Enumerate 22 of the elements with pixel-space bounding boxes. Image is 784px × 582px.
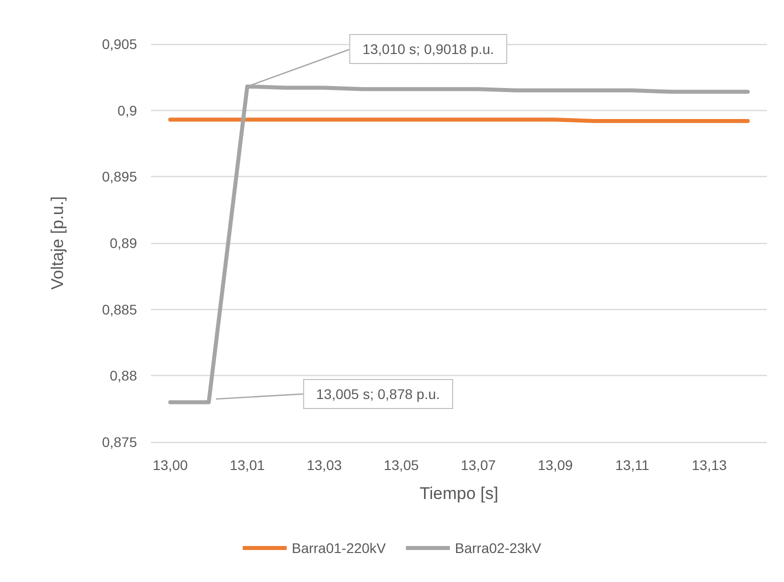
x-tick-label: 13,09 xyxy=(538,457,573,473)
line-series xyxy=(168,84,750,404)
y-tick-label: 0,895 xyxy=(102,168,138,185)
x-tick-label: 13,07 xyxy=(460,457,496,473)
y-tick-label: 0,875 xyxy=(102,434,138,450)
y-tick-label: 0,885 xyxy=(102,301,138,318)
x-axis-title: Tiempo [s] xyxy=(420,484,498,503)
y-axis-title: Voltaje [p.u.] xyxy=(48,196,67,290)
y-tick-label: 0,88 xyxy=(110,368,138,384)
annotation: 13,010 s; 0,9018 p.u. xyxy=(349,34,508,64)
y-tick-label: 0,89 xyxy=(110,235,138,251)
legend-label: Barra01-220kV xyxy=(292,540,387,556)
x-tick-label: 13,00 xyxy=(152,457,188,473)
x-tick-label: 13,13 xyxy=(692,457,727,473)
x-tick-label: 13,05 xyxy=(384,457,419,473)
y-tick-label: 0,9 xyxy=(118,102,138,118)
x-tick-label: 13,11 xyxy=(615,457,650,473)
x-tick-label: 13,01 xyxy=(230,457,265,473)
legend-label: Barra02-23kV xyxy=(454,540,542,556)
y-tick-label: 0,905 xyxy=(102,36,138,52)
annotation: 13,005 s; 0,878 p.u. xyxy=(303,379,453,409)
x-tick-label: 13,03 xyxy=(306,457,342,473)
